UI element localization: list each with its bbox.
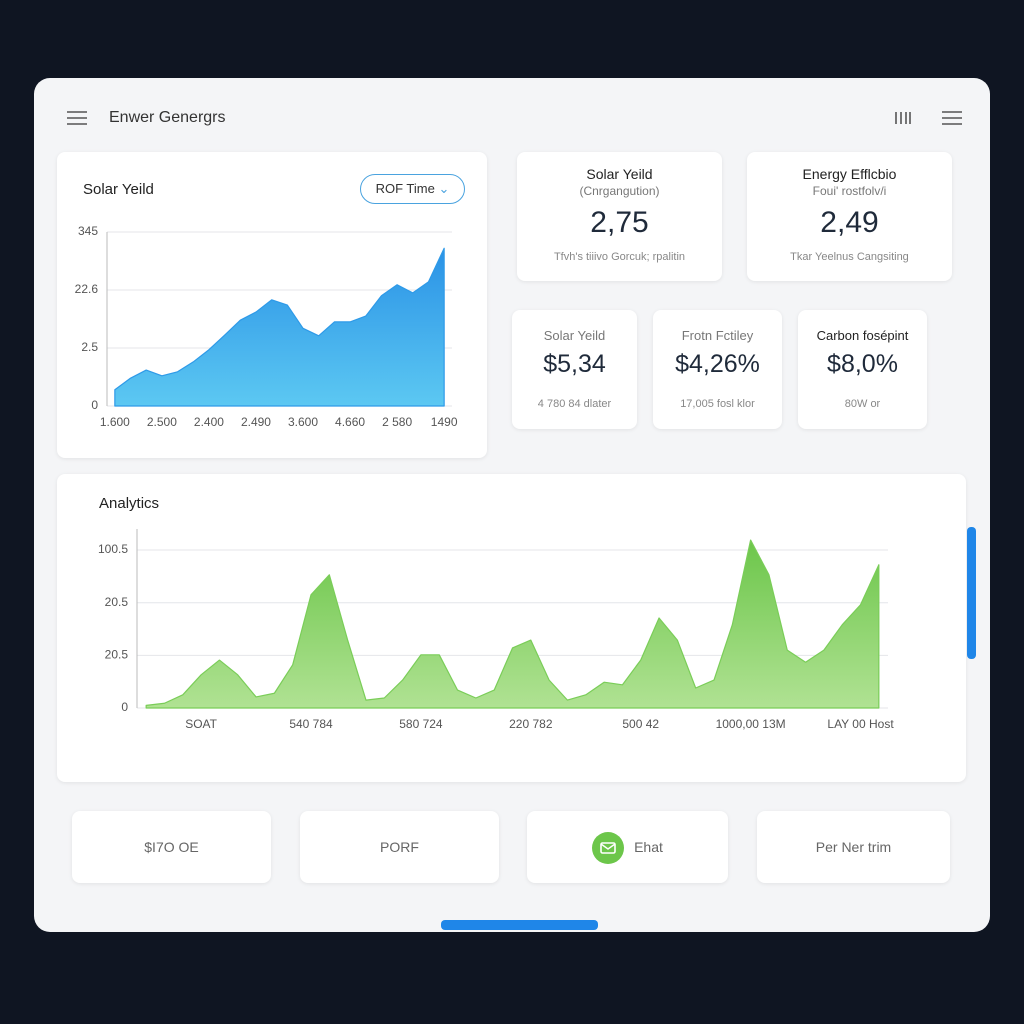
- y-tick-label: 100.5: [98, 542, 128, 556]
- metric-card: Carbon fosépint $8,0% 80W or: [798, 310, 927, 429]
- x-tick-label: 1000,00 13M: [716, 717, 786, 731]
- x-tick-label: 2 580: [382, 415, 412, 429]
- bars-icon[interactable]: [893, 110, 913, 126]
- x-tick-label: SOAT: [185, 717, 217, 731]
- y-tick-label: 0: [91, 398, 98, 412]
- x-tick-label: 2.490: [241, 415, 271, 429]
- button[interactable]: PORF: [300, 811, 499, 883]
- menu-icon[interactable]: [66, 110, 88, 126]
- x-tick-label: LAY 00 Host: [827, 717, 894, 731]
- button[interactable]: Per Ner trim: [757, 811, 950, 883]
- stat-subtitle: Foui' rostfolv/i: [812, 184, 887, 198]
- metric-note: 80W or: [844, 398, 881, 410]
- metric-value: $4,26%: [675, 350, 760, 378]
- y-tick-label: 345: [78, 224, 98, 238]
- stat-value: 2,49: [820, 206, 879, 239]
- x-tick-label: 4.660: [335, 415, 365, 429]
- area: [114, 247, 445, 407]
- metric-title: Solar Yeild: [543, 328, 606, 343]
- chat-icon: [592, 832, 625, 865]
- x-tick-label: 3.600: [288, 415, 318, 429]
- stat-subtitle: (Cnrgangution): [579, 184, 660, 198]
- metric-title: Frotn Fctiley: [681, 328, 754, 343]
- x-tick-label: 580 724: [399, 717, 443, 731]
- button-label: $I7O OE: [144, 839, 199, 855]
- app-title: Enwer Genergrs: [109, 109, 226, 126]
- y-tick-label: 0: [121, 700, 128, 714]
- button-label: PORF: [380, 839, 419, 855]
- stat-note: Tkar Yeelnus Cangsiting: [790, 251, 909, 263]
- x-tick-label: 1.600: [100, 415, 130, 429]
- button-label: ROF Time: [375, 181, 435, 196]
- solar-card: Solar Yeild ROF Time ⌄ 0 2.5 22.6 345 1.600 2…: [57, 152, 487, 458]
- x-tick-label: 540 784: [289, 717, 333, 731]
- y-tick-label: 20.5: [105, 648, 129, 662]
- x-tick-label: 2.500: [147, 415, 177, 429]
- metric-note: 4 780 84 dlater: [537, 398, 612, 410]
- y-tick-label: 22.6: [75, 282, 99, 296]
- stat-value: 2,75: [590, 206, 649, 239]
- stat-title: Solar Yeild: [586, 166, 653, 182]
- metric-card: Frotn Fctiley $4,26% 17,005 fosl klor: [653, 310, 782, 429]
- time-button[interactable]: ROF Time ⌄: [360, 174, 465, 204]
- metric-note: 17,005 fosl klor: [680, 398, 755, 410]
- metric-value: $5,34: [543, 350, 606, 378]
- x-tick-label: 500 42: [622, 717, 659, 731]
- area: [145, 539, 880, 709]
- solar-chart: 0 2.5 22.6 345 1.600 2.500 2.400 2.490 3.600 4.66…: [75, 224, 458, 429]
- y-tick-label: 2.5: [81, 340, 98, 354]
- stat-note: Tfvh's tiiivo Gorcuk; rpalitin: [553, 251, 686, 263]
- metric-card: Solar Yeild $5,34 4 780 84 dlater: [512, 310, 637, 429]
- button[interactable]: $I7O OE: [72, 811, 271, 883]
- button-label: Per Ner trim: [815, 839, 892, 855]
- analytics-card: Analytics 0 20.5 20.5 100.5 SOAT 540 784 580 7…: [57, 474, 966, 782]
- analytics-chart: 0 20.5 20.5 100.5 SOAT 540 784 580 724 220 782 5…: [98, 529, 894, 731]
- metric-value: $8,0%: [827, 350, 898, 378]
- x-tick-label: 2.400: [194, 415, 224, 429]
- stat-title: Energy Efflcbio: [802, 166, 897, 182]
- y-tick-label: 20.5: [105, 595, 129, 609]
- home-indicator: [441, 920, 598, 930]
- stat-card: Energy Efflcbio Foui' rostfolv/i 2,49 Tk…: [747, 152, 952, 281]
- metric-title: Carbon fosépint: [816, 328, 909, 343]
- x-tick-label: 1490: [431, 415, 458, 429]
- stat-card: Solar Yeild (Cnrgangution) 2,75 Tfvh's t…: [517, 152, 722, 281]
- button[interactable]: Ehat: [527, 811, 728, 883]
- x-tick-label: 220 782: [509, 717, 553, 731]
- button-label: Ehat: [634, 839, 663, 855]
- card-title: Analytics: [99, 495, 160, 512]
- card-title: Solar Yeild: [83, 181, 154, 198]
- scrollbar[interactable]: [967, 527, 976, 659]
- menu-icon[interactable]: [941, 110, 963, 126]
